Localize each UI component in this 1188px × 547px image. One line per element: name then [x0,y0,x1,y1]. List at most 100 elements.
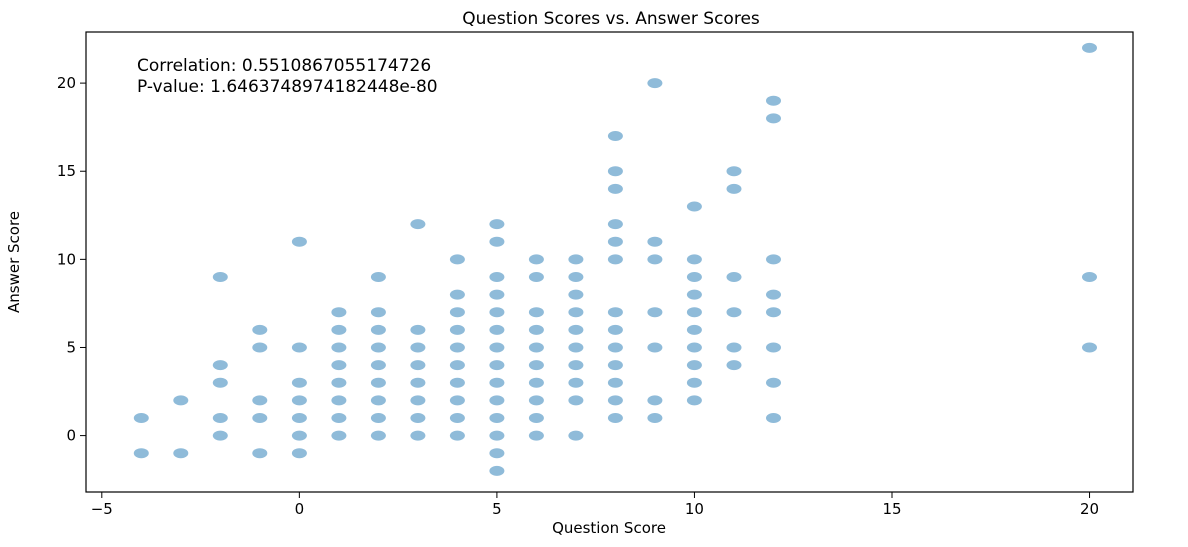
scatter-point [686,377,702,388]
scatter-point [291,395,307,406]
scatter-point [449,324,465,335]
scatter-point [252,324,268,335]
scatter-point [370,377,386,388]
scatter-point [726,166,742,177]
scatter-point [449,289,465,300]
scatter-point [686,324,702,335]
scatter-point [607,236,623,247]
scatter-point [568,254,584,265]
scatter-point [686,201,702,212]
scatter-point [647,78,663,89]
scatter-point [568,272,584,282]
x-ticks: −5 0 5 10 15 20 [91,492,1099,518]
scatter-point [528,430,544,441]
scatter-point [766,113,781,124]
scatter-point [568,395,584,406]
scatter-point [212,430,228,441]
scatter-point [331,413,347,423]
scatter-point [607,254,623,265]
scatter-point [331,360,347,371]
scatter-point [489,236,505,247]
scatter-point [766,95,781,106]
scatter-point [449,395,465,406]
scatter-point [331,307,347,318]
scatter-point [686,307,702,318]
scatter-point [607,219,623,230]
scatter-point [410,342,426,353]
scatter-point [686,360,702,371]
scatter-point [370,360,386,371]
scatter-point [686,254,702,265]
scatter-point [647,342,663,353]
scatter-point [1082,272,1097,282]
scatter-point [607,166,623,177]
scatter-point [370,430,386,441]
scatter-point [726,360,742,371]
y-tick-label: 5 [66,338,76,356]
scatter-point [489,324,505,335]
scatter-point [489,342,505,353]
scatter-point [568,289,584,300]
scatter-point [449,342,465,353]
y-axis-label: Answer Score [5,211,23,313]
scatter-point [726,183,742,194]
y-tick-label: 10 [57,250,76,268]
scatter-point [449,360,465,371]
scatter-point [212,377,228,388]
p-value-annotation: P-value: 1.6463748974182448e-80 [137,77,438,97]
scatter-point [686,289,702,300]
scatter-point [489,395,505,406]
scatter-point [489,448,505,459]
scatter-point [528,395,544,406]
scatter-point [489,289,505,300]
plot-frame [85,31,1134,493]
scatter-point [291,236,307,247]
scatter-point [489,377,505,388]
y-tick-label: 20 [57,74,76,92]
scatter-point [1082,342,1097,353]
scatter-point [568,307,584,318]
scatter-point [291,430,307,441]
scatter-point [528,272,544,282]
scatter-point [252,395,268,406]
scatter-point [449,307,465,318]
scatter-point [607,377,623,388]
scatter-point [331,342,347,353]
scatter-point [331,324,347,335]
scatter-point [370,342,386,353]
y-ticks: 0 5 10 15 20 [57,74,86,445]
scatter-point [212,272,228,282]
scatter-point [370,413,386,423]
scatter-point [607,307,623,318]
scatter-point [686,272,702,282]
scatter-point [766,289,781,300]
x-axis-label: Question Score [552,519,666,537]
scatter-point [370,395,386,406]
scatter-point [766,254,781,265]
scatter-point [528,307,544,318]
chart-title: Question Scores vs. Answer Scores [462,9,760,29]
scatter-point [489,307,505,318]
scatter-point [647,395,663,406]
scatter-point [410,395,426,406]
scatter-point [766,307,781,318]
x-tick-label: 10 [685,500,704,518]
scatter-point [449,254,465,265]
scatter-point [528,254,544,265]
scatter-point [726,272,742,282]
scatter-point [449,413,465,423]
scatter-point [133,448,149,459]
scatter-point [331,377,347,388]
scatter-point [686,342,702,353]
scatter-point [528,413,544,423]
scatter-point [133,413,149,423]
y-tick-label: 0 [66,427,76,445]
scatter-point [607,324,623,335]
scatter-point [568,430,584,441]
points-layer [133,42,1097,476]
scatter-point [647,236,663,247]
scatter-point [449,377,465,388]
scatter-point [449,430,465,441]
